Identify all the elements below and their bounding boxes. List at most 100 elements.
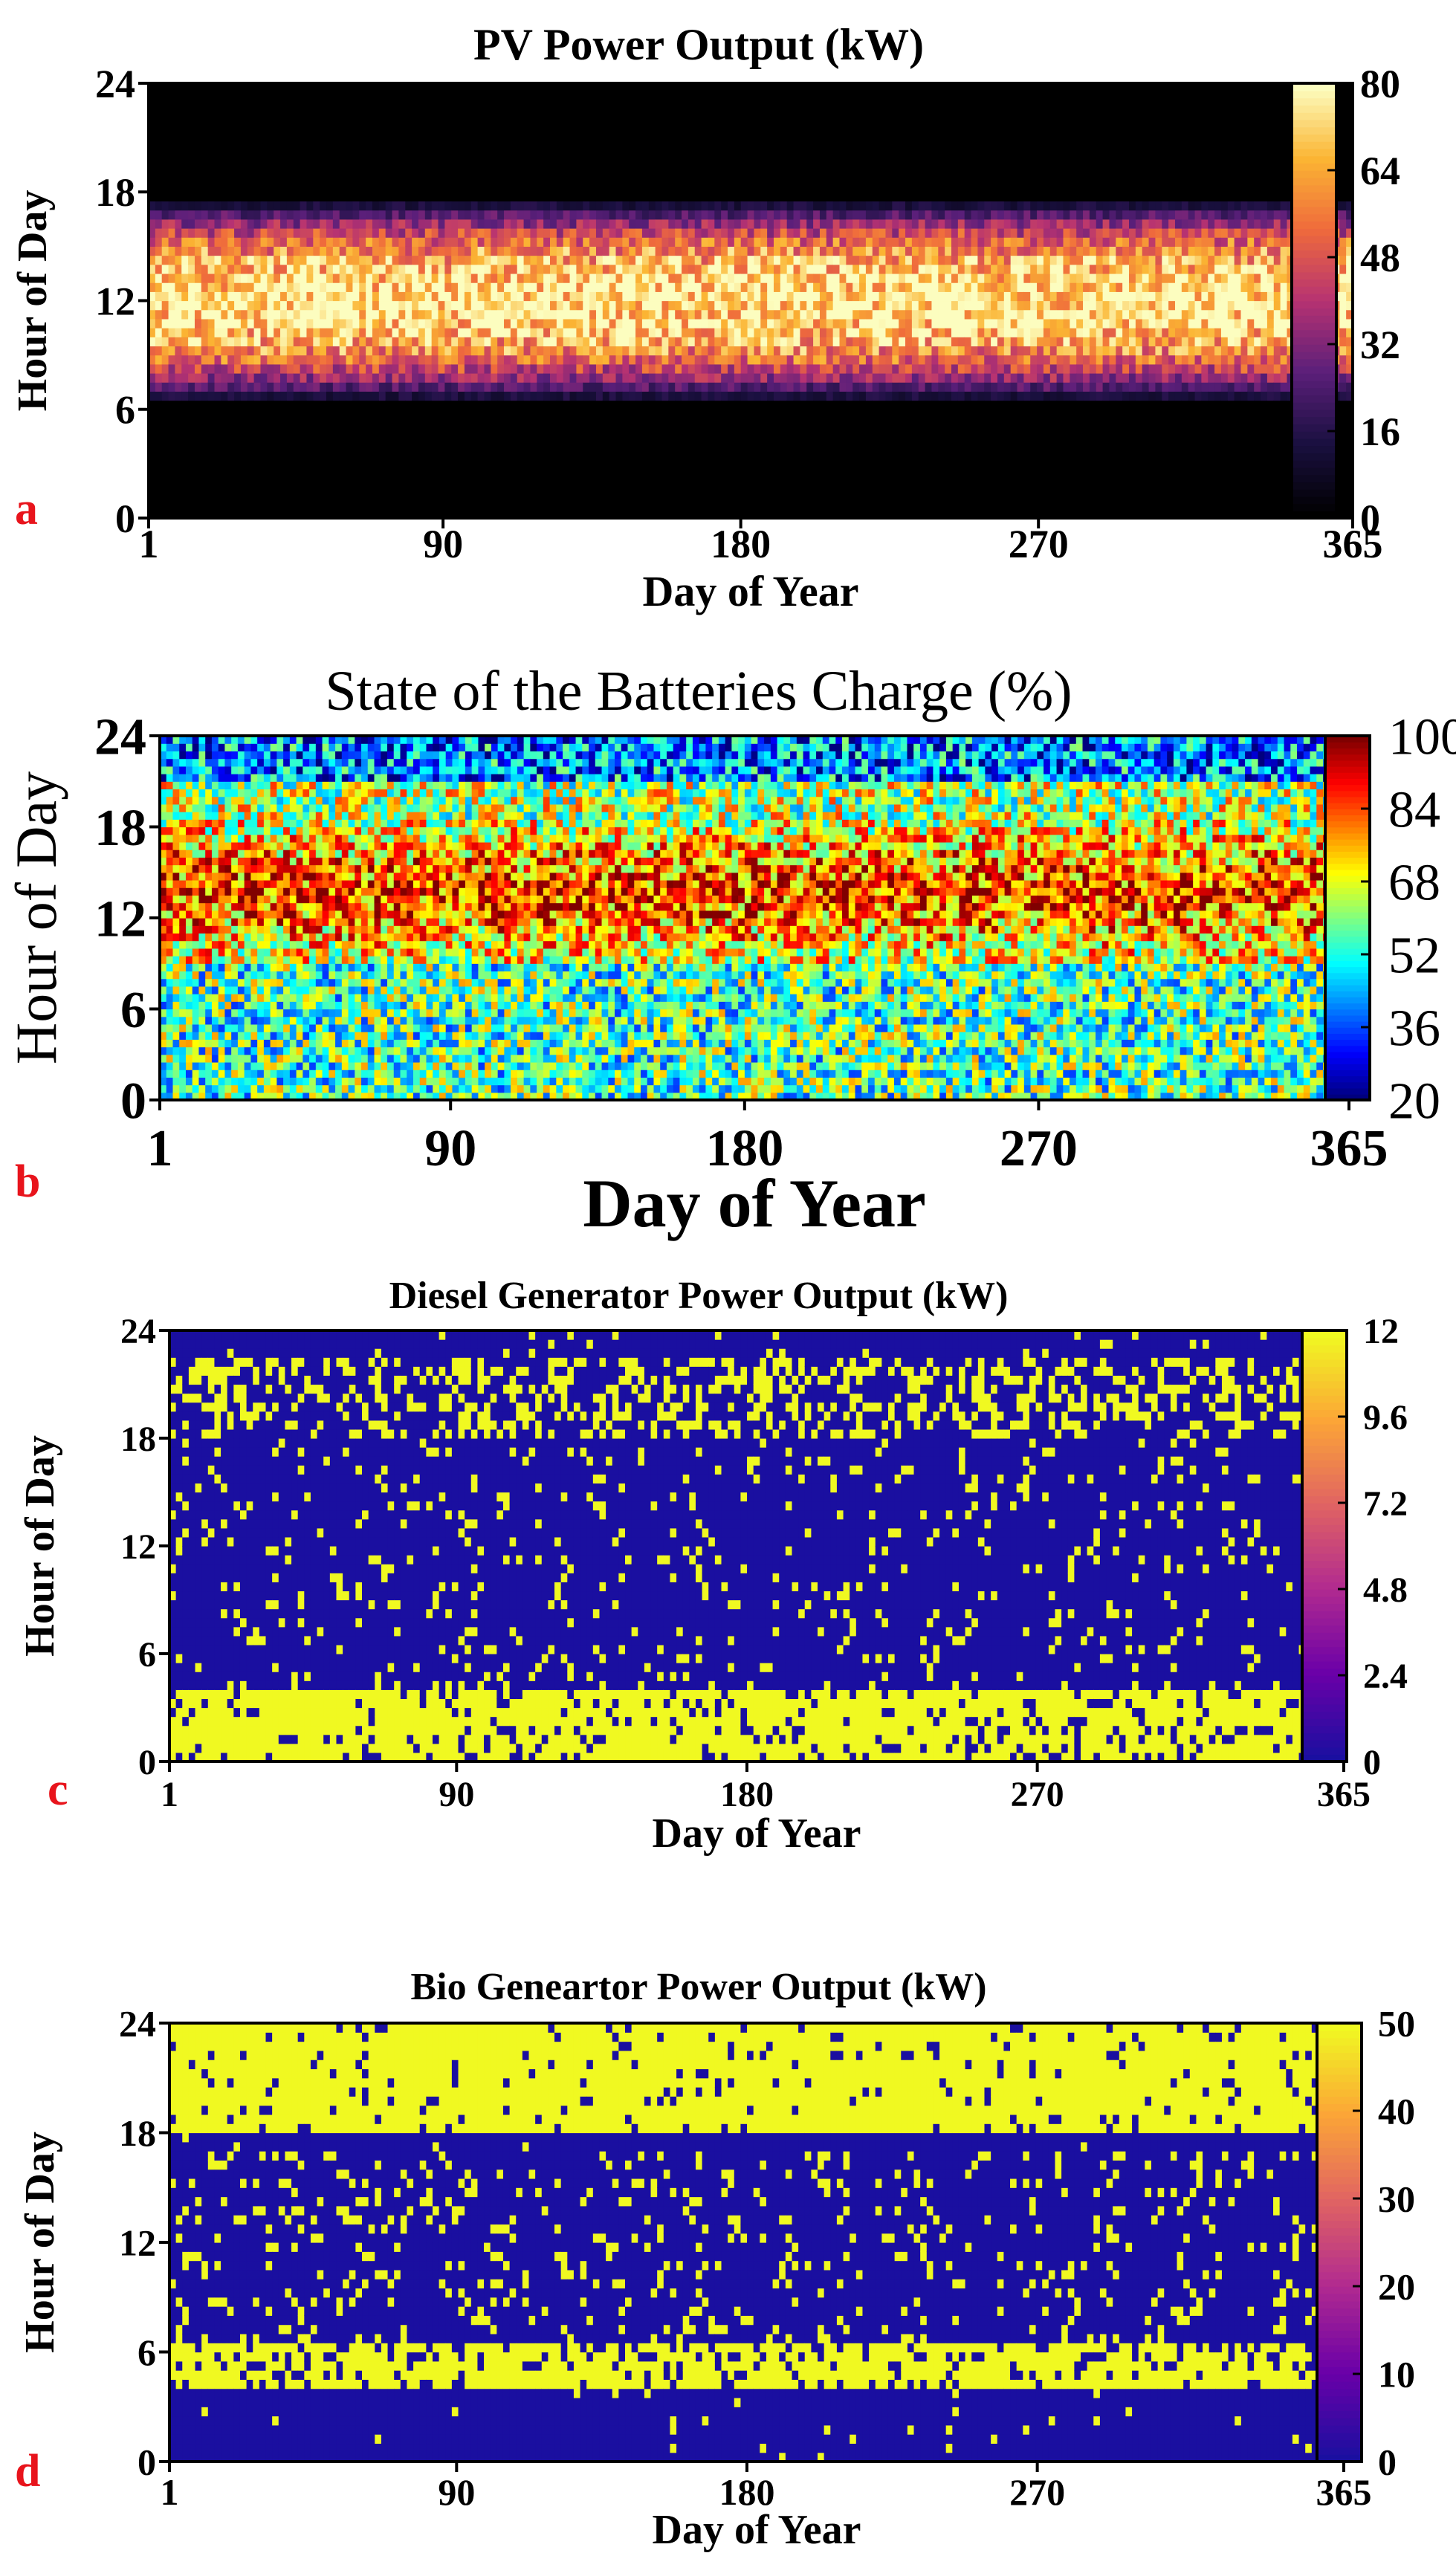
heatmap-cell xyxy=(819,418,827,428)
heatmap-cell xyxy=(819,210,827,220)
heatmap-cell xyxy=(418,273,426,283)
heatmap-cell xyxy=(214,391,221,401)
heatmap-cell xyxy=(635,246,643,256)
heatmap-cell xyxy=(260,418,268,428)
heatmap-cell xyxy=(438,409,445,419)
heatmap-cell xyxy=(530,110,537,120)
heatmap-cell xyxy=(431,273,439,283)
heatmap-cell xyxy=(747,436,755,447)
heatmap-cell xyxy=(615,491,623,501)
heatmap-cell xyxy=(806,328,814,337)
heatmap-cell xyxy=(240,146,248,157)
heatmap-cell xyxy=(438,237,445,247)
heatmap-cell xyxy=(589,400,597,410)
heatmap-cell xyxy=(227,282,235,292)
heatmap-cell xyxy=(313,282,320,292)
heatmap-cell xyxy=(280,155,288,166)
heatmap-cell xyxy=(260,146,268,157)
heatmap-cell xyxy=(201,499,209,510)
heatmap-cell xyxy=(398,146,406,157)
heatmap-cell xyxy=(306,228,314,238)
heatmap-cell xyxy=(188,391,195,401)
heatmap-cell xyxy=(813,436,821,447)
heatmap-cell xyxy=(504,346,511,356)
heatmap-cell xyxy=(740,128,748,138)
heatmap-cell xyxy=(728,219,735,229)
heatmap-cell xyxy=(458,228,465,238)
heatmap-cell xyxy=(168,418,176,428)
heatmap-cell xyxy=(635,427,643,437)
heatmap-cell xyxy=(253,264,262,274)
heatmap-cell xyxy=(201,355,209,365)
heatmap-cell xyxy=(786,454,795,465)
heatmap-cell xyxy=(451,201,459,211)
heatmap-cell xyxy=(714,400,722,410)
heatmap-cell xyxy=(786,192,795,202)
heatmap-cell xyxy=(464,454,472,465)
heatmap-cell xyxy=(274,92,281,102)
heatmap-cell xyxy=(615,137,623,147)
heatmap-cell xyxy=(346,246,354,256)
heatmap-cell xyxy=(747,164,755,175)
heatmap-cell xyxy=(773,119,781,129)
heatmap-cell xyxy=(464,373,472,383)
heatmap-cell xyxy=(286,237,294,247)
heatmap-cell xyxy=(569,427,577,437)
heatmap-cell xyxy=(648,373,656,383)
heatmap-cell xyxy=(714,264,722,274)
heatmap-cell xyxy=(359,92,366,102)
heatmap-cell xyxy=(786,363,795,374)
heatmap-cell xyxy=(760,101,768,111)
heatmap-cell xyxy=(583,291,590,302)
heatmap-cell xyxy=(806,318,814,329)
heatmap-cell xyxy=(734,400,742,410)
heatmap-cell xyxy=(234,300,242,311)
heatmap-cell xyxy=(655,173,663,184)
heatmap-cell xyxy=(576,128,583,138)
heatmap-cell xyxy=(155,391,163,401)
heatmap-cell xyxy=(648,83,656,93)
heatmap-cell xyxy=(530,409,537,419)
heatmap-cell xyxy=(214,219,221,229)
heatmap-cell xyxy=(405,137,412,147)
heatmap-cell xyxy=(240,355,248,365)
heatmap-cell xyxy=(392,418,399,428)
heatmap-cell xyxy=(714,164,722,175)
heatmap-cell xyxy=(773,463,781,473)
heatmap-cell xyxy=(313,137,320,147)
heatmap-cell xyxy=(221,473,228,482)
heatmap-cell xyxy=(550,173,557,184)
heatmap-cell xyxy=(464,155,472,166)
heatmap-cell xyxy=(800,237,807,247)
heatmap-cell xyxy=(300,382,308,392)
heatmap-cell xyxy=(175,155,182,166)
heatmap-cell xyxy=(550,183,557,192)
heatmap-cell xyxy=(615,499,623,510)
heatmap-cell xyxy=(576,291,583,302)
heatmap-cell xyxy=(398,137,406,147)
heatmap-cell xyxy=(227,473,235,482)
heatmap-cell xyxy=(728,183,735,192)
heatmap-cell xyxy=(675,427,682,437)
heatmap-cell xyxy=(234,418,242,428)
heatmap-cell xyxy=(201,282,209,292)
heatmap-cell xyxy=(438,499,445,510)
heatmap-cell xyxy=(201,300,209,311)
heatmap-cell xyxy=(240,445,248,456)
heatmap-cell xyxy=(793,337,800,347)
heatmap-cell xyxy=(694,92,702,102)
heatmap-cell xyxy=(306,473,314,482)
heatmap-cell xyxy=(458,173,465,184)
heatmap-cell xyxy=(300,291,308,302)
heatmap-cell xyxy=(155,373,163,383)
heatmap-cell xyxy=(260,264,268,274)
heatmap-cell xyxy=(682,482,689,492)
heatmap-cell xyxy=(155,83,163,93)
heatmap-cell xyxy=(300,391,308,401)
heatmap-cell xyxy=(168,255,176,265)
heatmap-cell xyxy=(641,237,650,247)
heatmap-cell xyxy=(398,264,406,274)
heatmap-cell xyxy=(267,445,274,456)
heatmap-cell xyxy=(194,463,202,473)
heatmap-cell xyxy=(780,363,788,374)
